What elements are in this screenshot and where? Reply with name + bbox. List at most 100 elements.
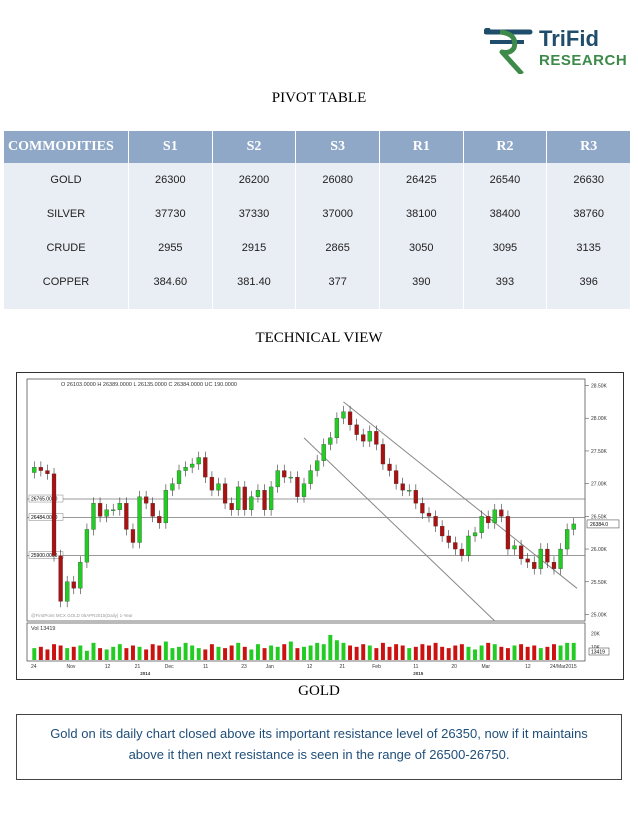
volume-bar: [190, 645, 195, 660]
candle: [420, 503, 425, 514]
candle: [532, 561, 537, 569]
cell-r2: 26540: [463, 163, 548, 197]
candle: [117, 503, 122, 510]
candle: [571, 523, 576, 530]
cell-commodity: SILVER: [4, 197, 129, 231]
candle: [45, 470, 50, 474]
candle: [209, 476, 215, 491]
volume-bar: [282, 644, 287, 660]
candle: [361, 434, 366, 442]
volume-bar: [512, 645, 517, 660]
volume-bar: [71, 646, 76, 660]
candle: [486, 516, 491, 524]
volume-bar: [328, 634, 333, 660]
gold-price-chart: 26765.0000 26484.0000 25900.0000 28.50K 28.…: [16, 372, 624, 680]
candle: [203, 457, 208, 478]
candle: [97, 503, 103, 517]
volume-bar: [538, 648, 543, 660]
x-tick-label: Feb: [372, 664, 381, 670]
candle: [255, 490, 261, 497]
last-price-box: [586, 519, 620, 529]
volume-bar: [367, 645, 372, 660]
volume-bar: [269, 645, 274, 660]
volume-bar: [209, 644, 214, 660]
x-tick-label: 21: [135, 664, 141, 670]
candle: [176, 470, 182, 484]
candle: [407, 490, 412, 492]
cell-s3: 377: [295, 265, 380, 299]
volume-bar: [348, 645, 353, 660]
x-tick-label: 12: [105, 664, 111, 670]
volume-bar: [525, 646, 530, 660]
candle: [558, 548, 563, 569]
candle: [84, 529, 90, 563]
cell-s3: 26080: [295, 163, 380, 197]
candle: [32, 467, 37, 473]
technical-view-title: TECHNICAL VIEW: [255, 330, 383, 346]
cell-r3: 38760: [546, 197, 631, 231]
candle: [216, 483, 221, 491]
candle: [479, 516, 484, 533]
volume-bar: [223, 648, 228, 660]
volume-bar: [361, 644, 366, 660]
volume-bar: [499, 646, 504, 660]
volume-bar: [130, 645, 135, 660]
candle: [308, 470, 313, 484]
volume-bar: [380, 642, 385, 660]
cell-s1: 26300: [128, 163, 213, 197]
cell-s3: 37000: [295, 197, 380, 231]
candlestick-chart-svg: 26765.0000 26484.0000 25900.0000 28.50K 28.…: [26, 378, 620, 676]
volume-bar: [354, 646, 359, 660]
candle: [190, 463, 195, 468]
volume-bar: [183, 642, 188, 660]
volume-last-box: [588, 647, 610, 656]
ohlc-header: O 26103.0000 H 26389.0000 L 26135.0000 C…: [61, 382, 237, 388]
pivot-table: COMMODITIES S1 S2 S3 R1 R2 R3 GOLD 26300…: [4, 131, 631, 309]
candle: [315, 460, 320, 471]
volume-bar: [473, 649, 478, 660]
volume-bar: [52, 644, 56, 660]
candle: [525, 558, 530, 563]
volume-bar: [545, 646, 550, 660]
x-tick-label: 20: [451, 664, 457, 670]
volume-bar: [78, 645, 83, 660]
x-tick-label: Dec: [165, 664, 174, 670]
candle: [242, 486, 247, 510]
col-header-s3: S3: [295, 131, 380, 163]
candle: [58, 555, 63, 602]
candle: [341, 411, 346, 419]
candle: [295, 476, 300, 497]
x-tick-label: Mar: [481, 664, 490, 670]
volume-bar: [321, 644, 326, 660]
volume-bar: [242, 646, 247, 660]
y-tick-label: 26.50K: [591, 514, 608, 520]
candle: [505, 516, 511, 550]
candle: [413, 490, 418, 504]
candle: [347, 411, 353, 425]
volume-bar: [374, 648, 379, 660]
candle: [321, 444, 326, 461]
volume-bar: [236, 642, 241, 660]
volume-bar: [111, 646, 116, 660]
channel-lower-line: [303, 437, 496, 622]
candle: [38, 467, 43, 471]
volume-bar: [170, 648, 175, 660]
volume-bar: [203, 649, 208, 660]
candle: [380, 444, 386, 465]
level-label: 25900.0000: [31, 553, 58, 559]
table-spacer-row: [4, 299, 631, 309]
cell-r3: 26630: [546, 163, 631, 197]
col-header-s1: S1: [128, 131, 213, 163]
y-tick-label: 25.00K: [591, 612, 608, 618]
rupee-logo-icon: [484, 28, 533, 74]
cell-s2: 26200: [212, 163, 297, 197]
level-label-box: [28, 494, 64, 503]
volume-bar: [334, 640, 339, 660]
candle: [262, 490, 267, 510]
year-label: 2015: [413, 671, 424, 676]
volume-bar: [519, 644, 524, 660]
volume-bar: [144, 649, 149, 660]
candle: [453, 542, 458, 550]
volume-bar: [229, 645, 234, 660]
volume-bar: [532, 645, 537, 660]
